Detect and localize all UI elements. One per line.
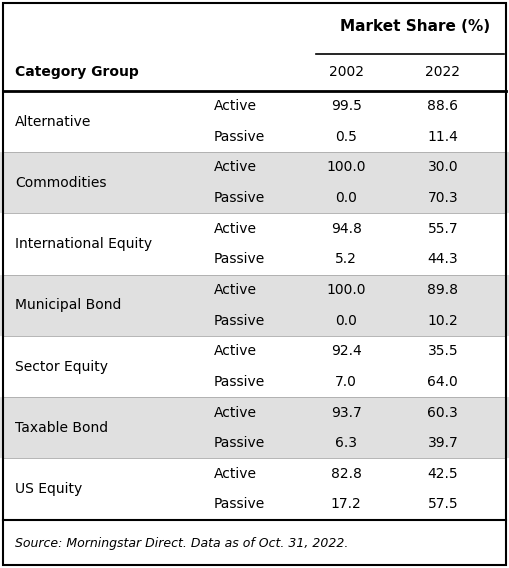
Text: Passive: Passive <box>214 436 265 450</box>
Text: 39.7: 39.7 <box>428 436 458 450</box>
Text: Passive: Passive <box>214 252 265 266</box>
Bar <box>0 397 509 428</box>
Text: 7.0: 7.0 <box>335 375 357 389</box>
Text: Passive: Passive <box>214 130 265 144</box>
Text: 2022: 2022 <box>426 65 460 80</box>
Text: Alternative: Alternative <box>15 115 92 128</box>
Text: Passive: Passive <box>214 375 265 389</box>
Text: US Equity: US Equity <box>15 482 82 496</box>
Text: Active: Active <box>214 344 257 358</box>
Bar <box>0 275 509 306</box>
Text: Active: Active <box>214 160 257 174</box>
Text: 6.3: 6.3 <box>335 436 357 450</box>
Bar <box>0 0 509 54</box>
Text: 0.0: 0.0 <box>335 314 357 328</box>
Bar <box>0 91 509 122</box>
Bar <box>0 366 509 397</box>
Text: 0.0: 0.0 <box>335 191 357 205</box>
Text: 17.2: 17.2 <box>331 498 361 511</box>
Text: 30.0: 30.0 <box>428 160 458 174</box>
Text: 5.2: 5.2 <box>335 252 357 266</box>
Text: 11.4: 11.4 <box>428 130 458 144</box>
Text: 10.2: 10.2 <box>428 314 458 328</box>
Bar <box>0 428 509 458</box>
Bar <box>0 122 509 152</box>
Text: Active: Active <box>214 467 257 481</box>
Text: International Equity: International Equity <box>15 237 152 251</box>
Text: Sector Equity: Sector Equity <box>15 360 108 374</box>
Text: Active: Active <box>214 283 257 297</box>
Text: Source: Morningstar Direct. Data as of Oct. 31, 2022.: Source: Morningstar Direct. Data as of O… <box>15 537 349 550</box>
Text: 42.5: 42.5 <box>428 467 458 481</box>
Bar <box>0 152 509 183</box>
Bar <box>0 336 509 366</box>
Text: 60.3: 60.3 <box>428 406 458 420</box>
Bar <box>0 489 509 520</box>
Text: 100.0: 100.0 <box>326 283 366 297</box>
Bar <box>0 520 509 568</box>
Text: 93.7: 93.7 <box>331 406 361 420</box>
Text: 55.7: 55.7 <box>428 222 458 236</box>
Text: 89.8: 89.8 <box>428 283 458 297</box>
Bar <box>0 54 509 91</box>
Text: Active: Active <box>214 99 257 113</box>
Text: 88.6: 88.6 <box>428 99 458 113</box>
Bar <box>0 214 509 244</box>
Text: Category Group: Category Group <box>15 65 139 80</box>
Text: 0.5: 0.5 <box>335 130 357 144</box>
Text: 70.3: 70.3 <box>428 191 458 205</box>
Text: 100.0: 100.0 <box>326 160 366 174</box>
Bar <box>0 183 509 214</box>
Bar <box>0 458 509 489</box>
Bar <box>0 306 509 336</box>
Text: Active: Active <box>214 222 257 236</box>
Text: 99.5: 99.5 <box>331 99 361 113</box>
Text: 44.3: 44.3 <box>428 252 458 266</box>
Text: Active: Active <box>214 406 257 420</box>
Text: 64.0: 64.0 <box>428 375 458 389</box>
Text: Passive: Passive <box>214 314 265 328</box>
Text: 2002: 2002 <box>329 65 363 80</box>
Text: Passive: Passive <box>214 498 265 511</box>
Text: Municipal Bond: Municipal Bond <box>15 298 122 312</box>
Bar <box>0 244 509 275</box>
Text: 94.8: 94.8 <box>331 222 361 236</box>
Text: Market Share (%): Market Share (%) <box>340 19 490 35</box>
Text: Commodities: Commodities <box>15 176 107 190</box>
Text: 82.8: 82.8 <box>331 467 361 481</box>
Text: Passive: Passive <box>214 191 265 205</box>
Text: 57.5: 57.5 <box>428 498 458 511</box>
Text: 35.5: 35.5 <box>428 344 458 358</box>
Text: 92.4: 92.4 <box>331 344 361 358</box>
Text: Taxable Bond: Taxable Bond <box>15 421 108 435</box>
